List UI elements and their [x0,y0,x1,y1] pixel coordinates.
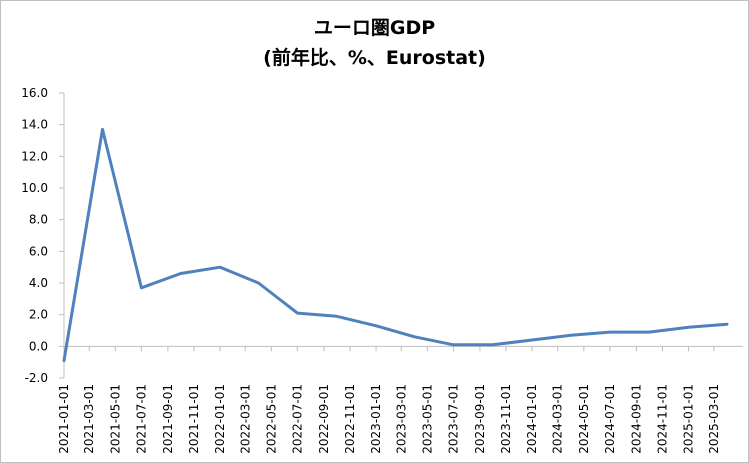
y-tick-label: 10.0 [21,181,48,195]
x-tick-label: 2022-11-01 [343,384,357,454]
x-tick-label: 2024-03-01 [551,384,565,454]
data-point [530,338,534,342]
x-tick-label: 2023-09-01 [473,384,487,454]
x-tick-label: 2024-09-01 [629,384,643,454]
data-point [374,324,378,327]
x-tick-label: 2024-07-01 [603,384,617,454]
data-point [296,311,299,315]
y-tick-label: 6.0 [29,244,48,258]
y-tick-label: 2.0 [29,308,48,322]
data-point [140,286,143,289]
x-tick-label: 2022-03-01 [238,384,252,454]
y-tick-label: 8.0 [29,213,48,227]
x-tick-label: 2022-07-01 [290,384,304,454]
chart-subtitle: (前年比、%、Eurostat) [263,47,486,69]
data-point [608,330,612,334]
data-point [413,335,416,339]
x-tick-label: 2024-01-01 [525,384,539,454]
data-point [725,322,729,326]
chart-title: ユーロ圏GDP [313,17,436,39]
x-tick-label: 2022-09-01 [317,384,331,454]
y-tick-label: 4.0 [29,276,48,290]
y-tick-label: 12.0 [21,149,48,163]
x-tick-label: 2021-09-01 [161,384,175,454]
y-tick-label: 16.0 [21,86,48,100]
data-point [569,334,573,337]
data-point [257,281,260,285]
series-line [62,127,729,363]
x-tick-label: 2022-05-01 [264,384,278,454]
x-tick-label: 2022-01-01 [213,384,227,454]
x-tick-label: 2025-01-01 [682,384,696,454]
x-tick-label: 2023-05-01 [420,384,434,454]
x-tick-label: 2024-05-01 [577,384,591,454]
data-point [335,315,338,318]
x-tick-label: 2023-11-01 [499,384,513,454]
x-tick-label: 2021-03-01 [82,384,96,454]
data-point [218,265,222,269]
x-tick-label: 2025-03-01 [707,384,721,454]
x-tick-label: 2023-03-01 [394,384,408,454]
data-point [179,272,182,275]
data-point [62,359,66,362]
x-tick-label: 2021-05-01 [108,384,122,454]
y-tick-label: 0.0 [29,339,48,353]
x-tick-label: 2021-01-01 [57,384,71,454]
x-tick-label: 2021-11-01 [187,384,201,454]
x-tick-label: 2021-07-01 [134,384,148,454]
data-point [101,128,104,131]
x-tick-label: 2023-07-01 [446,384,460,454]
data-point [648,330,651,334]
x-tick-label: 2023-01-01 [369,384,383,454]
y-tick-label: -2.0 [25,371,48,385]
x-tick-label: 2024-11-01 [655,384,669,454]
data-point [687,326,690,329]
y-tick-label: 14.0 [21,118,48,132]
data-point [491,343,494,346]
data-point [452,343,455,346]
